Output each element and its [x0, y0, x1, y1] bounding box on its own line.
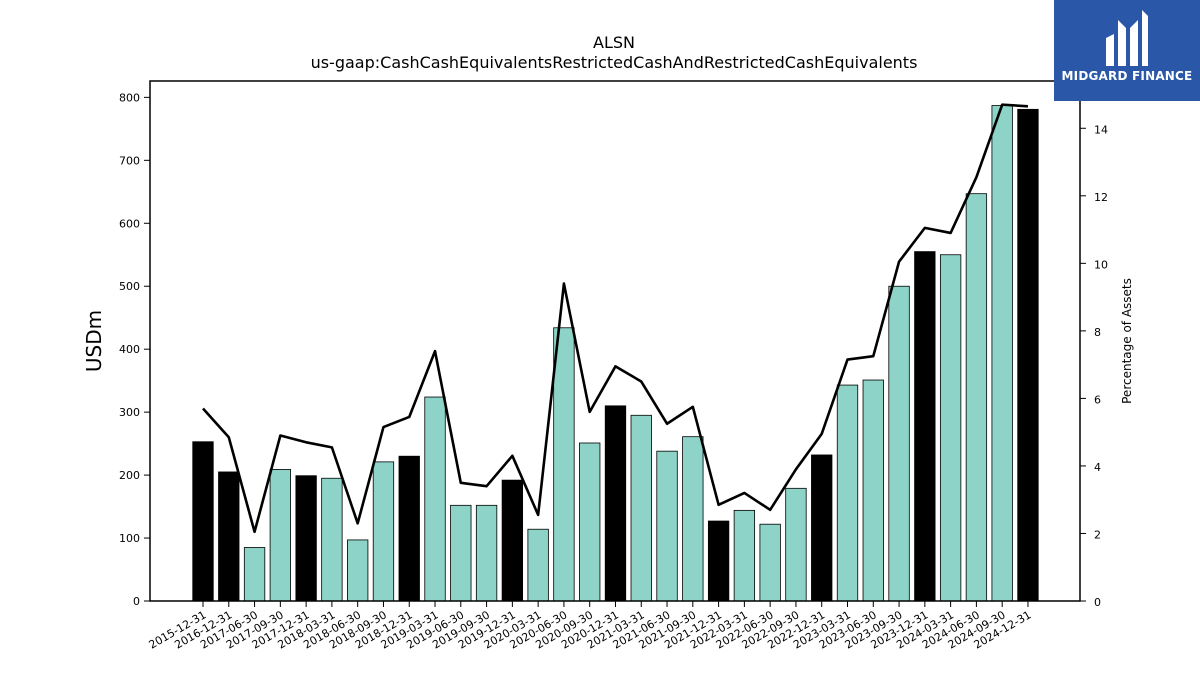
y2-axis-label: Percentage of Assets	[1120, 278, 1134, 404]
bar	[450, 504, 472, 602]
bar	[707, 520, 730, 602]
bar	[295, 475, 317, 602]
bar	[243, 547, 266, 602]
y2-tick-label: 8	[1094, 326, 1101, 339]
bar	[965, 193, 988, 602]
bar	[579, 442, 601, 602]
bar	[759, 523, 781, 602]
y-tick-label: 300	[119, 406, 140, 419]
y-axis-label: USDm	[82, 310, 106, 372]
bar	[372, 461, 395, 602]
bar	[656, 450, 678, 602]
bar	[939, 254, 962, 602]
y2-tick-label: 4	[1094, 461, 1101, 474]
bar	[475, 504, 498, 602]
y-tick-label: 100	[119, 532, 140, 545]
y2-tick-label: 0	[1094, 596, 1101, 609]
bar	[991, 105, 1013, 602]
y2-tick-label: 14	[1094, 123, 1108, 136]
y2-tick-label: 6	[1094, 393, 1101, 406]
bar	[1017, 108, 1039, 602]
y-tick-label: 200	[119, 469, 140, 482]
y-tick-label: 500	[119, 280, 140, 293]
brand-logo-text: MIDGARD FINANCE	[1061, 69, 1193, 83]
bar	[630, 414, 652, 602]
plot-area: 0100200300400500600700800024681012142015…	[119, 91, 1108, 651]
y-tick-label: 600	[119, 217, 140, 230]
y-tick-label: 400	[119, 343, 140, 356]
bar	[785, 487, 807, 602]
y2-tick-label: 12	[1094, 191, 1108, 204]
bar	[604, 405, 627, 602]
bar	[553, 327, 575, 602]
bar	[501, 479, 524, 602]
bar	[836, 384, 859, 602]
bar	[914, 251, 936, 602]
bar	[424, 396, 446, 602]
bar	[862, 379, 884, 602]
bar	[347, 539, 369, 602]
y2-tick-label: 2	[1094, 528, 1101, 541]
bar	[218, 471, 240, 602]
bar	[527, 528, 549, 602]
brand-logo: MIDGARD FINANCE	[1054, 0, 1200, 101]
bar	[888, 285, 910, 602]
bar	[811, 454, 833, 602]
brand-mark-icon	[1106, 10, 1148, 66]
bar	[321, 477, 343, 602]
plot-frame	[149, 80, 1081, 602]
bar	[192, 441, 214, 602]
y-tick-label: 700	[119, 154, 140, 167]
bar	[682, 436, 704, 602]
bar	[733, 509, 756, 602]
bar	[398, 455, 420, 602]
y-tick-label: 0	[133, 595, 140, 608]
chart-title: ALSN	[593, 33, 635, 52]
y2-tick-label: 10	[1094, 258, 1108, 271]
chart-subtitle: us-gaap:CashCashEquivalentsRestrictedCas…	[311, 53, 918, 72]
y-tick-label: 800	[119, 91, 140, 104]
bar	[269, 469, 291, 602]
